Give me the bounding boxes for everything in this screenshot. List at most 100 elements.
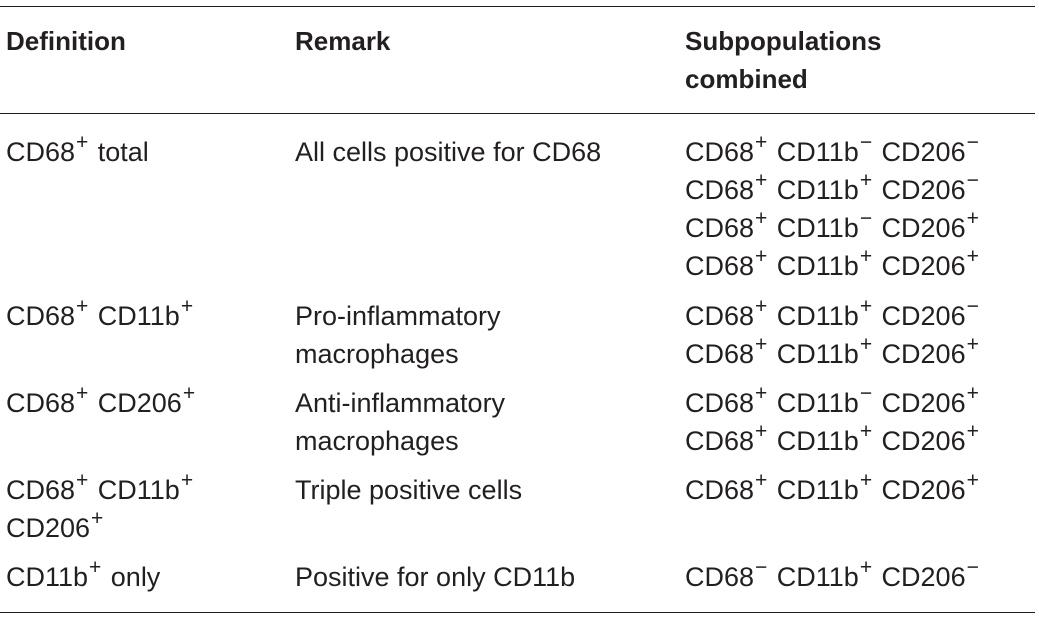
marker-name: CD206 [6,513,91,543]
marker-sign: + [966,420,979,444]
header-remark: Remark [295,26,391,56]
marker-term: CD68+ [6,469,88,505]
marker-term: CD68+ [6,131,88,167]
marker-sign: − [859,382,873,406]
marker-name: CD68 [685,562,755,592]
marker-sign: + [755,469,768,493]
marker-sign: − [755,556,768,580]
subpopulation-line: CD68− CD11b+ CD206− [685,556,979,596]
marker-name: CD68 [6,137,76,167]
marker-sign: + [91,507,104,531]
subpopulations-cell: CD68+ CD11b+ CD206+ [685,469,979,509]
marker-sign: + [755,207,768,231]
marker-name: CD68 [685,175,755,205]
marker-sign: + [755,245,768,269]
marker-sign: + [76,131,89,155]
subpopulation-line: CD68+ CD11b− CD206+ [685,207,979,247]
remark-cell: All cells positive for CD68 [295,133,601,171]
marker-term: only [111,562,161,592]
marker-name: CD68 [685,388,755,418]
marker-sign: − [966,131,979,155]
definition-cell: CD68+ CD206+ [6,382,196,422]
marker-term: CD11b+ [98,295,193,331]
marker-term: CD206+ [881,207,979,243]
marker-name: CD11b [776,388,859,418]
marker-term: CD68+ [685,382,767,418]
marker-sign: + [859,295,873,319]
marker-sign: − [966,169,979,193]
marker-name: CD68 [685,475,755,505]
marker-sign: + [966,245,979,269]
marker-sign: − [966,556,979,580]
marker-term: CD206− [882,169,979,205]
remark-line: macrophages [295,339,459,369]
marker-term: CD11b+ [777,420,872,456]
remark-line: Positive for only CD11b [295,562,576,592]
marker-sign: + [180,295,194,319]
marker-sign: + [859,245,873,269]
marker-sign: + [182,382,196,406]
marker-name: CD11b [776,301,859,331]
marker-term: CD11b+ [776,469,872,505]
marker-term: CD11b+ [6,556,101,592]
marker-name: CD206 [881,426,966,456]
marker-sign: + [859,333,873,357]
definition-line: CD68+ CD206+ [6,382,196,422]
definition-cell: CD68+ total [6,131,149,171]
marker-term: total [98,137,149,167]
subpopulation-line: CD68+ CD11b+ CD206− [685,295,979,335]
remark-line: Pro-inflammatory [295,301,501,331]
marker-term: CD206+ [881,382,979,418]
subpopulations-cell: CD68+ CD11b− CD206+ CD68+ CD11b+ CD206+ [685,382,979,460]
marker-name: CD206 [881,388,966,418]
subpopulations-cell: CD68− CD11b+ CD206− [685,556,979,596]
marker-term: CD11b+ [98,469,193,505]
subpopulations-cell: CD68+ CD11b− CD206− CD68+ CD11b+ CD206− CD68+ C… [685,131,979,285]
marker-sign: + [859,420,873,444]
marker-name: CD206 [881,301,966,331]
marker-term: CD206− [881,556,979,592]
marker-sign: + [755,333,768,357]
marker-term: CD206+ [882,469,979,505]
marker-term: CD11b+ [777,333,872,369]
marker-term: CD68+ [685,207,767,243]
marker-sign: + [755,131,768,155]
subpopulation-line: CD68+ CD11b+ CD206+ [685,245,979,285]
marker-sign: − [859,207,873,231]
marker-term: CD68+ [685,169,767,205]
definition-line: CD68+ CD11b+ [6,469,193,509]
remark-line: All cells positive for CD68 [295,137,602,167]
subpopulation-line: CD68+ CD11b− CD206+ [685,382,979,422]
remark-cell: Anti-inflammatory macrophages [295,384,505,460]
marker-term: CD206− [882,131,979,167]
definition-line: CD68+ CD11b+ [6,295,193,335]
top-rule [0,6,1035,7]
marker-term: CD68− [685,556,767,592]
marker-sign: + [76,295,89,319]
marker-name: CD206 [881,213,966,243]
marker-term: CD11b− [777,207,872,243]
header-subpopulations-line1: Subpopulations [685,26,882,56]
marker-term: CD68+ [685,245,767,281]
marker-term: CD206+ [881,420,979,456]
marker-sign: + [859,556,873,580]
definition-line: CD206+ [6,507,193,547]
marker-name: CD206 [881,251,966,281]
definition-cell: CD11b+ only [6,556,161,596]
marker-term: CD11b+ [777,245,872,281]
marker-sign: + [966,382,979,406]
marker-term: CD11b+ [777,556,872,592]
marker-name: CD11b [6,562,89,592]
marker-name: CD11b [776,137,859,167]
marker-name: CD11b [776,475,859,505]
header-subpopulations: Subpopulations combined [685,22,881,98]
marker-sign: + [755,169,768,193]
marker-name: CD206 [881,562,966,592]
remark-cell: Pro-inflammatory macrophages [295,297,501,373]
marker-term: CD206+ [882,333,979,369]
marker-sign: + [859,469,873,493]
marker-name: CD68 [685,339,755,369]
marker-sign: − [859,131,873,155]
marker-sign: + [859,169,873,193]
